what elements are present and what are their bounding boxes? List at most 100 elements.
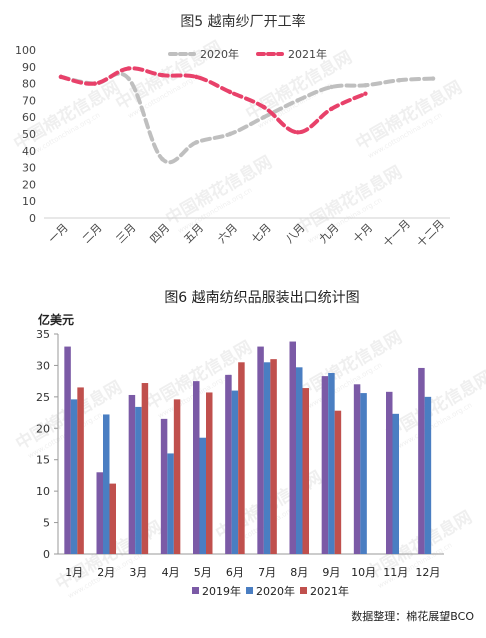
bar-2021年 <box>206 392 213 554</box>
y-tick-label: 40 <box>22 145 36 158</box>
bar-2020年 <box>70 399 78 554</box>
bar-2019年 <box>321 376 329 554</box>
series-line-2021年 <box>58 66 368 135</box>
bar-2020年 <box>392 413 399 554</box>
x-tick-label: 1月 <box>65 566 83 579</box>
data-point <box>227 131 233 137</box>
data-point <box>329 84 334 90</box>
y-tick-label: 20 <box>36 422 50 435</box>
y-tick-label: 25 <box>36 391 50 404</box>
legend-label: 2021年 <box>288 47 327 61</box>
bar-2020年 <box>231 390 239 554</box>
x-tick-label: 一月 <box>46 221 71 246</box>
data-point <box>363 83 368 88</box>
bar-2019年 <box>96 472 103 554</box>
bar-2019年 <box>386 391 393 554</box>
data-point <box>261 115 267 120</box>
bar-2021年 <box>173 399 181 554</box>
y-tick-label: 15 <box>36 454 50 467</box>
bar-2019年 <box>128 394 136 554</box>
x-tick-label: 3月 <box>129 566 147 579</box>
x-tick-label: 十月 <box>350 220 375 245</box>
legend-label: 2020年 <box>200 47 239 61</box>
y-tick-label: 5 <box>43 517 50 530</box>
x-tick-label: 二月 <box>80 221 105 246</box>
bar-2020年 <box>199 437 206 554</box>
bar-2021年 <box>238 362 245 554</box>
y-tick-label: 80 <box>22 78 36 91</box>
bar-2020年 <box>167 453 174 554</box>
bar-2020年 <box>328 372 335 554</box>
bar-2019年 <box>353 384 361 554</box>
line-chart-spinning-rate: 中国棉花信息网www.cottonchina.org.cn中国棉花信息网www.… <box>10 13 466 250</box>
watermark-brand: 中国棉花信息网 <box>352 77 466 155</box>
y-tick-label: 100 <box>15 44 36 57</box>
bar-2019年 <box>64 346 71 554</box>
bar-2020年 <box>135 406 142 554</box>
bar-2019年 <box>160 418 168 554</box>
y-axis-label: 亿美元 <box>38 312 74 327</box>
data-point <box>295 98 300 103</box>
bar-2021年 <box>141 383 149 554</box>
legend-label: 2019年 <box>202 584 241 598</box>
x-tick-label: 9月 <box>322 566 340 579</box>
y-tick-label: 70 <box>22 94 36 107</box>
x-tick-label: 十二月 <box>414 217 447 250</box>
bar-2019年 <box>225 374 232 554</box>
data-point <box>92 81 97 86</box>
data-point <box>227 89 233 95</box>
x-tick-label: 六月 <box>215 221 240 246</box>
legend-swatch-2020年 <box>246 587 253 594</box>
x-tick-label: 7月 <box>258 566 276 579</box>
y-tick-label: 0 <box>29 212 36 225</box>
bar-2021年 <box>302 388 309 554</box>
data-point <box>160 73 165 78</box>
bar-2021年 <box>77 387 84 554</box>
data-point <box>261 104 267 110</box>
x-tick-label: 三月 <box>114 221 139 246</box>
x-tick-label: 4月 <box>162 566 180 579</box>
x-tick-label: 6月 <box>226 566 244 579</box>
x-tick-label: 11月 <box>383 566 408 579</box>
x-tick-label: 5月 <box>194 566 212 579</box>
data-point <box>194 140 199 145</box>
data-point <box>126 66 131 71</box>
bar-2020年 <box>263 362 271 554</box>
legend-label: 2020年 <box>256 584 295 598</box>
chart-title: 图5 越南纱厂开工率 <box>180 13 305 30</box>
data-point <box>363 91 368 96</box>
x-tick-label: 十一月 <box>380 217 413 250</box>
x-tick-label: 10月 <box>351 566 376 579</box>
bar-2021年 <box>270 359 277 554</box>
bar-2021年 <box>109 483 116 554</box>
source-note: 数据整理：棉花展望BCO <box>351 609 474 623</box>
bar-2019年 <box>418 367 425 554</box>
data-point <box>126 76 131 81</box>
watermark-brand: 中国棉花信息网 <box>292 162 406 240</box>
data-point <box>397 78 402 83</box>
bar-2020年 <box>296 367 303 554</box>
data-point <box>160 157 165 162</box>
data-point <box>329 106 334 112</box>
y-tick-label: 30 <box>22 162 36 175</box>
bar-2019年 <box>289 341 296 554</box>
legend-swatch-2021年 <box>300 587 307 594</box>
data-point <box>430 76 436 81</box>
legend-label: 2021年 <box>310 584 349 598</box>
x-tick-label: 四月 <box>148 221 173 246</box>
legend-swatch-2019年 <box>192 587 199 594</box>
y-tick-label: 35 <box>36 328 50 341</box>
data-point <box>295 130 300 135</box>
bar-2019年 <box>193 381 200 554</box>
y-tick-label: 60 <box>22 111 36 124</box>
chart-title: 图6 越南纺织品服装出口统计图 <box>164 290 359 306</box>
y-tick-label: 0 <box>43 548 50 561</box>
data-point <box>58 74 64 80</box>
y-tick-label: 50 <box>22 128 36 141</box>
y-tick-label: 20 <box>22 178 36 191</box>
bar-2020年 <box>424 396 432 554</box>
bar-chart-textile-exports: 中国棉花信息网www.cottonchina.org.cn中国棉花信息网www.… <box>12 290 486 623</box>
y-tick-label: 10 <box>22 195 36 208</box>
x-tick-label: 七月 <box>249 221 274 246</box>
